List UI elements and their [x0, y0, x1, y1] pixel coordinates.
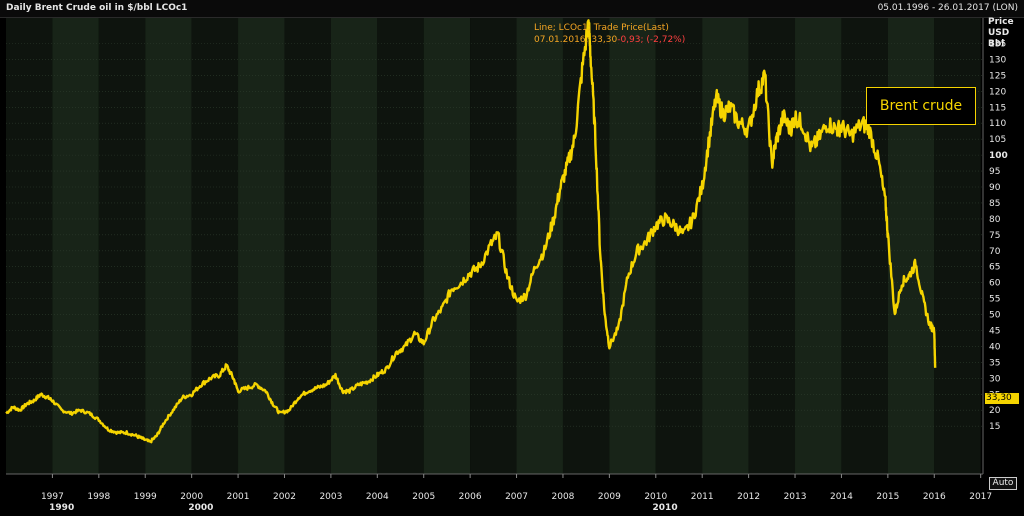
y-tick-label: 105 — [989, 135, 1006, 145]
y-tick-label: 95 — [989, 167, 1000, 177]
year-band — [6, 18, 53, 474]
y-tick-label: 70 — [989, 247, 1001, 257]
year-band — [609, 18, 656, 474]
year-band — [191, 18, 239, 474]
tooltip-series: Line; LCOc1; Trade Price(Last) — [534, 23, 669, 33]
year-band — [98, 18, 146, 474]
year-band — [795, 18, 842, 474]
year-band — [330, 18, 378, 474]
y-tick-label: 35 — [989, 358, 1000, 368]
grid-lines — [6, 18, 984, 475]
auto-scale-button[interactable]: Auto — [989, 477, 1017, 490]
x-tick-label: 2009 — [598, 492, 621, 502]
year-band — [52, 18, 99, 474]
y-tick-label: 85 — [989, 199, 1000, 209]
y-tick-label: 45 — [989, 327, 1000, 337]
x-tick-label: 1999 — [134, 492, 157, 502]
y-tick-label: 125 — [989, 71, 1006, 81]
x-tick-label: 2005 — [412, 492, 435, 502]
unit-line: USD — [988, 28, 1010, 38]
x-major-tick-label: 2000 — [188, 503, 213, 513]
y-tick-label: 135 — [989, 40, 1006, 50]
y-tick-label: 120 — [989, 87, 1006, 97]
x-tick-label: 2002 — [273, 492, 296, 502]
x-tick-label: 2007 — [505, 492, 528, 502]
hover-tooltip: Line; LCOc1; Trade Price(Last) 07.01.201… — [534, 22, 685, 46]
x-tick-label: 2010 — [644, 492, 667, 502]
annotation-label: Brent crude — [866, 87, 976, 125]
x-tick-label: 2017 — [969, 492, 992, 502]
x-tick-label: 2016 — [923, 492, 946, 502]
y-tick-label: 100 — [989, 151, 1008, 161]
y-tick-label: 130 — [989, 55, 1006, 65]
year-band — [562, 18, 610, 474]
year-band — [423, 18, 471, 474]
year-band — [702, 18, 749, 474]
x-tick-label: 2013 — [784, 492, 807, 502]
y-tick-label: 50 — [989, 311, 1001, 321]
year-band — [470, 18, 517, 474]
year-band — [238, 18, 285, 474]
price-line — [5, 19, 937, 444]
x-tick-label: 1998 — [87, 492, 110, 502]
y-tick-label: 75 — [989, 231, 1000, 241]
y-tick-label: 40 — [989, 342, 1001, 352]
y-tick-label: 80 — [989, 215, 1001, 225]
x-axis-ticks: 1997 1998 1999 2000 2001 2002 2003 2004 2005 2006… — [41, 474, 992, 513]
y-tick-label: 55 — [989, 295, 1000, 305]
x-tick-label: 2006 — [459, 492, 482, 502]
year-band — [145, 18, 192, 474]
x-tick-label: 2003 — [319, 492, 342, 502]
year-band — [655, 18, 703, 474]
title-bar: Daily Brent Crude oil in $/bbl LCOc1 05.… — [0, 0, 1024, 18]
x-tick-label: 1997 — [41, 492, 64, 502]
last-value-badge: 33,30 — [985, 393, 1019, 404]
y-tick-label: 65 — [989, 263, 1000, 273]
y-tick-label: 60 — [989, 279, 1001, 289]
y-tick-label: 110 — [989, 119, 1006, 129]
x-tick-label: 2008 — [552, 492, 575, 502]
year-band — [516, 18, 563, 474]
y-tick-label: 30 — [989, 374, 1001, 384]
y-tick-label: 20 — [989, 406, 1001, 416]
tooltip-change: -0,93; (-2,72%) — [617, 35, 686, 45]
unit-line: Bbl — [988, 39, 1005, 49]
y-tick-label: 90 — [989, 183, 1001, 193]
x-tick-label: 2000 — [180, 492, 203, 502]
x-tick-label: 2012 — [737, 492, 760, 502]
date-range: 05.01.1996 - 26.01.2017 (LON) — [877, 3, 1018, 13]
x-tick-label: 2004 — [366, 492, 389, 502]
x-tick-label: 2014 — [830, 492, 853, 502]
y-tick-label: 15 — [989, 422, 1000, 432]
y-axis-ticks: 1520253035404550556065707580859095100105… — [989, 40, 1008, 433]
x-tick-label: 2015 — [876, 492, 899, 502]
year-bands — [6, 18, 981, 474]
y-tick-label: 115 — [989, 103, 1006, 113]
x-tick-label: 2001 — [227, 492, 250, 502]
chart-title: Daily Brent Crude oil in $/bbl LCOc1 — [6, 3, 188, 13]
x-major-tick-label: 1990 — [49, 503, 74, 513]
x-tick-label: 2011 — [691, 492, 714, 502]
unit-line: Price — [988, 17, 1014, 27]
year-band — [748, 18, 796, 474]
y-axis-unit: Price USD Bbl — [988, 17, 1014, 50]
x-major-tick-label: 2010 — [653, 503, 678, 513]
year-band — [377, 18, 424, 474]
tooltip-value: 07.01.2016; 33,30 — [534, 35, 618, 45]
year-band — [284, 18, 331, 474]
